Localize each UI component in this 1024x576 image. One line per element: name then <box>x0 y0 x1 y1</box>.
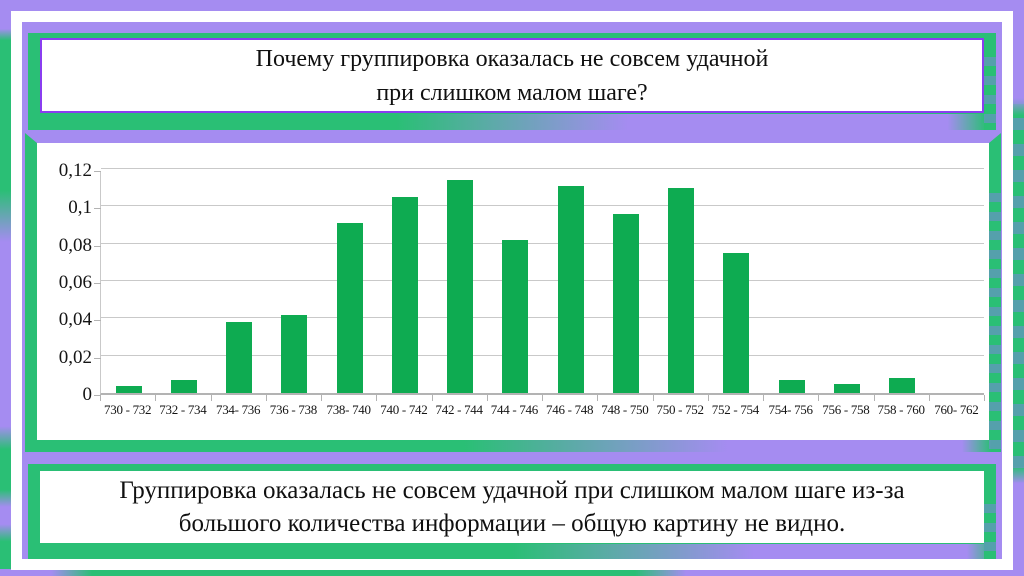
gridline <box>101 280 984 281</box>
y-tick-label: 0,04 <box>58 309 92 331</box>
histogram-bar <box>170 379 197 393</box>
gridline <box>101 168 984 169</box>
histogram-bar <box>502 239 529 393</box>
histogram-bar <box>833 383 860 393</box>
x-tick-mark <box>265 395 267 401</box>
conclusion-box-bottom-fade <box>28 544 996 559</box>
x-tick-mark <box>652 395 654 401</box>
y-tick-label: 0,06 <box>58 272 92 293</box>
conclusion-line-1: Группировка оказалась не совсем удачной … <box>119 477 905 504</box>
gridline <box>101 354 984 356</box>
x-tick-mark <box>763 395 764 401</box>
x-tick-mark <box>210 395 212 401</box>
y-tick-mark <box>94 208 101 210</box>
title-box: Почему группировка оказалась не совсем у… <box>28 33 996 130</box>
chart-box-bottom-fade <box>25 440 1001 452</box>
chart-box-right-stripes <box>989 183 1001 452</box>
histogram-bar <box>115 385 142 393</box>
plot-area <box>100 168 984 395</box>
histogram-bar <box>226 322 253 393</box>
x-tick-label: 740 - 742 <box>380 402 428 417</box>
x-tick-mark <box>818 395 820 401</box>
slide-title-line-1: Почему группировка оказалась не совсем у… <box>255 45 769 72</box>
y-tick-mark <box>94 245 101 247</box>
conclusion-box-right-stripes <box>984 494 996 559</box>
y-tick-mark <box>94 320 101 322</box>
conclusion-line-2: большого количества информации – общую к… <box>178 510 846 537</box>
y-tick-mark <box>94 171 101 172</box>
x-tick-mark <box>707 395 709 401</box>
x-tick-mark <box>928 395 930 401</box>
conclusion-box: Группировка оказалась не совсем удачной … <box>28 452 996 559</box>
histogram-bar <box>336 223 363 393</box>
x-tick-label: 758 - 760 <box>877 402 925 417</box>
y-tick-mark <box>94 357 101 359</box>
x-tick-label: 738- 740 <box>326 402 371 417</box>
histogram-bar <box>889 378 916 393</box>
y-tick-mark <box>94 395 101 396</box>
x-tick-mark <box>155 395 157 401</box>
x-tick-mark <box>431 395 433 401</box>
slide-title-line-2: при слишком малом шаге? <box>376 79 648 106</box>
x-tick-label: 748 - 750 <box>601 402 649 417</box>
x-tick-label: 760- 762 <box>934 402 979 417</box>
y-tick-label: 0,1 <box>68 197 92 219</box>
conclusion-box-inner: Группировка оказалась не совсем удачной … <box>40 471 984 543</box>
histogram-bar <box>612 213 639 393</box>
x-tick-label: 750 - 752 <box>656 402 704 417</box>
x-tick-label: 744 - 746 <box>490 402 538 417</box>
x-tick-label: 732 - 734 <box>159 402 207 417</box>
histogram-bar <box>557 185 584 393</box>
x-tick-label: 730 - 732 <box>104 402 152 417</box>
x-tick-mark <box>873 395 875 401</box>
x-tick-mark <box>984 395 985 401</box>
background-right-edge <box>1013 0 1024 576</box>
x-tick-label: 752 - 754 <box>711 402 759 417</box>
y-tick-label: 0,08 <box>58 234 92 256</box>
title-box-inner: Почему группировка оказалась не совсем у… <box>40 38 984 113</box>
x-tick-label: 742 - 744 <box>435 402 483 417</box>
y-tick-label: 0 <box>82 384 93 405</box>
background-bottom-edge <box>0 569 1024 576</box>
histogram-chart: 0 0,02 0,04 0,06 0,08 0,1 0,12 730 - 732 732 - 7… <box>37 143 989 440</box>
x-tick-label: 746 - 748 <box>546 402 594 417</box>
title-box-right-stripes <box>984 47 996 130</box>
gridline <box>101 242 984 244</box>
x-tick-label: 734- 736 <box>216 402 261 417</box>
histogram-bar <box>281 314 308 393</box>
x-tick-mark <box>486 395 488 401</box>
histogram-bar <box>778 379 805 393</box>
x-tick-mark <box>100 395 101 401</box>
histogram-bar <box>391 197 418 393</box>
gridline <box>101 205 984 207</box>
x-tick-label: 736 - 738 <box>269 402 317 417</box>
background-left-edge <box>0 0 11 576</box>
x-tick-mark <box>321 395 322 401</box>
x-tick-mark <box>376 395 378 401</box>
histogram-bar <box>723 253 750 393</box>
slide-white-frame <box>11 11 1013 570</box>
x-tick-label: 756 - 758 <box>822 402 870 417</box>
gridline <box>101 317 984 319</box>
x-tick-mark <box>597 395 599 401</box>
y-tick-mark <box>94 283 101 284</box>
histogram-bar <box>668 187 695 393</box>
histogram-bar <box>447 180 474 393</box>
y-tick-label: 0,12 <box>58 160 92 181</box>
y-tick-label: 0,02 <box>58 346 92 368</box>
title-box-bottom-fade <box>28 114 996 130</box>
x-tick-mark <box>542 395 543 401</box>
x-tick-label: 754- 756 <box>768 402 813 417</box>
chart-box: 0 0,02 0,04 0,06 0,08 0,1 0,12 730 - 732 732 - 7… <box>25 133 1001 452</box>
